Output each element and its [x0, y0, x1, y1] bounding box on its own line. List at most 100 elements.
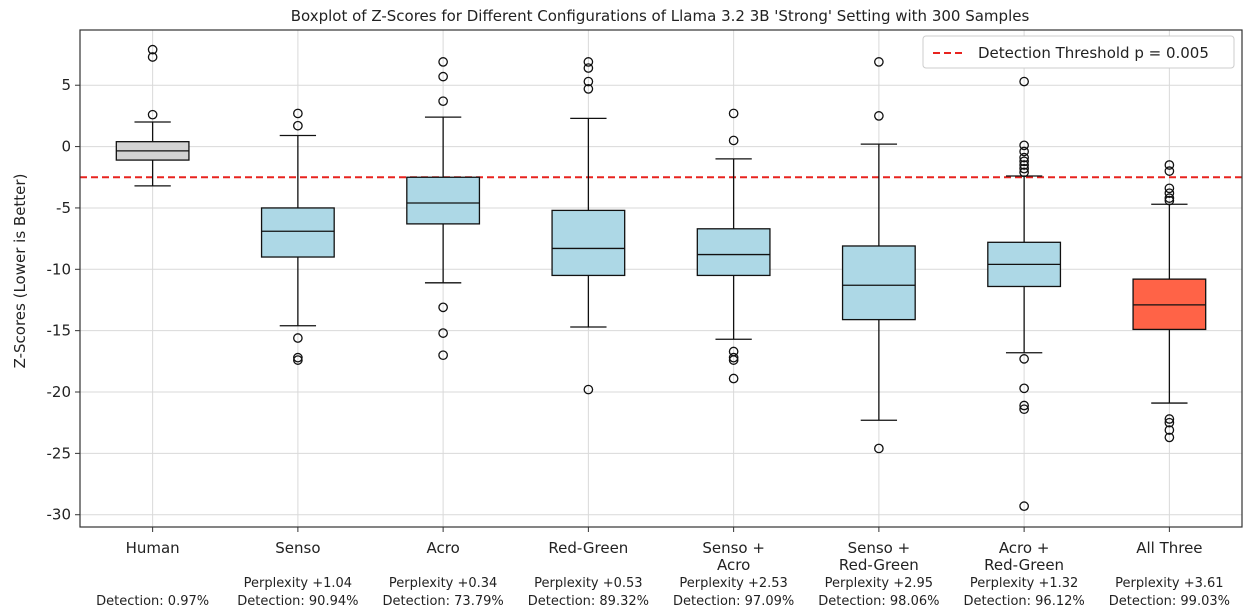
outlier-point [1019, 146, 1029, 157]
outlier-point [1019, 152, 1029, 163]
outlier-point [147, 44, 158, 55]
box-iqr [696, 228, 771, 277]
outlier-point [1019, 156, 1029, 167]
box-group [696, 108, 771, 384]
x-tick-label: All Three [1136, 539, 1202, 557]
plot-frame [79, 29, 1243, 528]
x-tick-label: Senso + [848, 539, 911, 557]
outlier-point [583, 57, 594, 67]
outlier-point [1019, 167, 1029, 178]
outlier-point [728, 352, 739, 363]
outlier-point [438, 328, 448, 338]
legend-threshold-label: Detection Threshold p = 0.005 [978, 44, 1209, 62]
x-tick-label: Red-Green [839, 556, 919, 574]
outlier-point [1019, 383, 1029, 394]
outlier-point [583, 84, 594, 94]
box-iqr [406, 176, 481, 225]
outlier-point [1019, 163, 1029, 174]
outlier-point [728, 135, 739, 146]
category-annotation: Detection: 0.97% [96, 594, 209, 609]
outlier-point [1164, 188, 1175, 199]
box-iqr [260, 207, 335, 258]
outlier-point [1164, 432, 1175, 443]
y-tick-label: -20 [47, 383, 72, 401]
box-group [551, 57, 626, 395]
category-annotation: Perplexity +1.04 [244, 576, 352, 591]
legend: Detection Threshold p = 0.005 [922, 35, 1235, 69]
x-tick-label: Acro + [999, 539, 1050, 557]
x-tick-label: Red-Green [548, 539, 628, 557]
box-group [115, 44, 190, 187]
outlier-point [1164, 414, 1175, 424]
box-group [987, 76, 1062, 511]
outlier-point [293, 333, 303, 343]
category-annotation: Detection: 97.09% [673, 594, 794, 609]
outlier-point [1019, 400, 1029, 411]
legend-frame [922, 35, 1235, 69]
box-iqr [551, 209, 626, 277]
outlier-point [1164, 417, 1175, 428]
x-tick-label: Red-Green [984, 556, 1064, 574]
outlier-point [1019, 404, 1029, 415]
outlier-point [1019, 140, 1029, 151]
outlier-point [1164, 193, 1175, 203]
x-tick-label: Senso [275, 539, 320, 557]
y-tick-label: -10 [47, 260, 72, 278]
category-annotation: Detection: 89.32% [528, 594, 649, 609]
outlier-point [583, 384, 594, 395]
x-tick-label: Human [126, 539, 180, 557]
category-annotation: Perplexity +0.53 [534, 576, 642, 591]
category-annotation: Detection: 98.06% [818, 594, 939, 609]
axis-layer: 5 0 -5 -10 -15 -20 -25 -30 Human Detection: 0.97%… [47, 29, 1243, 609]
outlier-point [874, 443, 884, 454]
outlier-point [438, 350, 448, 361]
outlier-point [1164, 183, 1175, 194]
outlier-point [293, 108, 303, 119]
outlier-point [1019, 354, 1029, 364]
y-tick-label: 0 [61, 138, 71, 156]
y-tick-label: -25 [47, 444, 72, 462]
outlier-point [1164, 166, 1175, 176]
outlier-point [293, 120, 303, 131]
category-annotation: Detection: 99.03% [1109, 594, 1230, 609]
outlier-point [583, 63, 594, 73]
y-tick-label: -15 [47, 322, 72, 340]
category-annotation: Detection: 90.94% [237, 594, 358, 609]
outlier-point [438, 57, 448, 67]
box-group [841, 57, 916, 454]
y-tick-label: 5 [61, 76, 71, 94]
category-annotation: Perplexity +3.61 [1115, 576, 1223, 591]
y-axis-title: Z-Scores (Lower is Better) [11, 174, 29, 369]
box-layer [115, 44, 1207, 511]
box-group [260, 108, 335, 365]
outlier-point [583, 76, 594, 87]
box-group [406, 57, 481, 361]
category-annotation: Detection: 96.12% [964, 594, 1085, 609]
outlier-point [1164, 195, 1175, 206]
outlier-point [147, 109, 158, 120]
y-tick-label: -30 [47, 506, 72, 524]
outlier-point [293, 352, 303, 363]
outlier-point [438, 71, 448, 82]
outlier-point [438, 96, 448, 107]
outlier-point [728, 373, 739, 384]
category-annotation: Perplexity +2.53 [679, 576, 787, 591]
outlier-point [728, 108, 739, 119]
category-annotation: Perplexity +1.32 [970, 576, 1078, 591]
box-iqr [841, 245, 916, 321]
category-annotation: Perplexity +2.95 [825, 576, 933, 591]
box-group [1132, 160, 1207, 443]
x-tick-label: Acro [426, 539, 459, 557]
outlier-point [874, 57, 884, 67]
outlier-point [438, 302, 448, 313]
y-tick-label: -5 [56, 199, 71, 217]
outlier-point [874, 111, 884, 121]
outlier-point [1019, 76, 1029, 87]
x-tick-label: Senso + [702, 539, 765, 557]
category-annotation: Detection: 73.79% [383, 594, 504, 609]
outlier-point [293, 355, 303, 365]
outlier-point [728, 355, 739, 365]
category-annotation: Perplexity +0.34 [389, 576, 497, 591]
